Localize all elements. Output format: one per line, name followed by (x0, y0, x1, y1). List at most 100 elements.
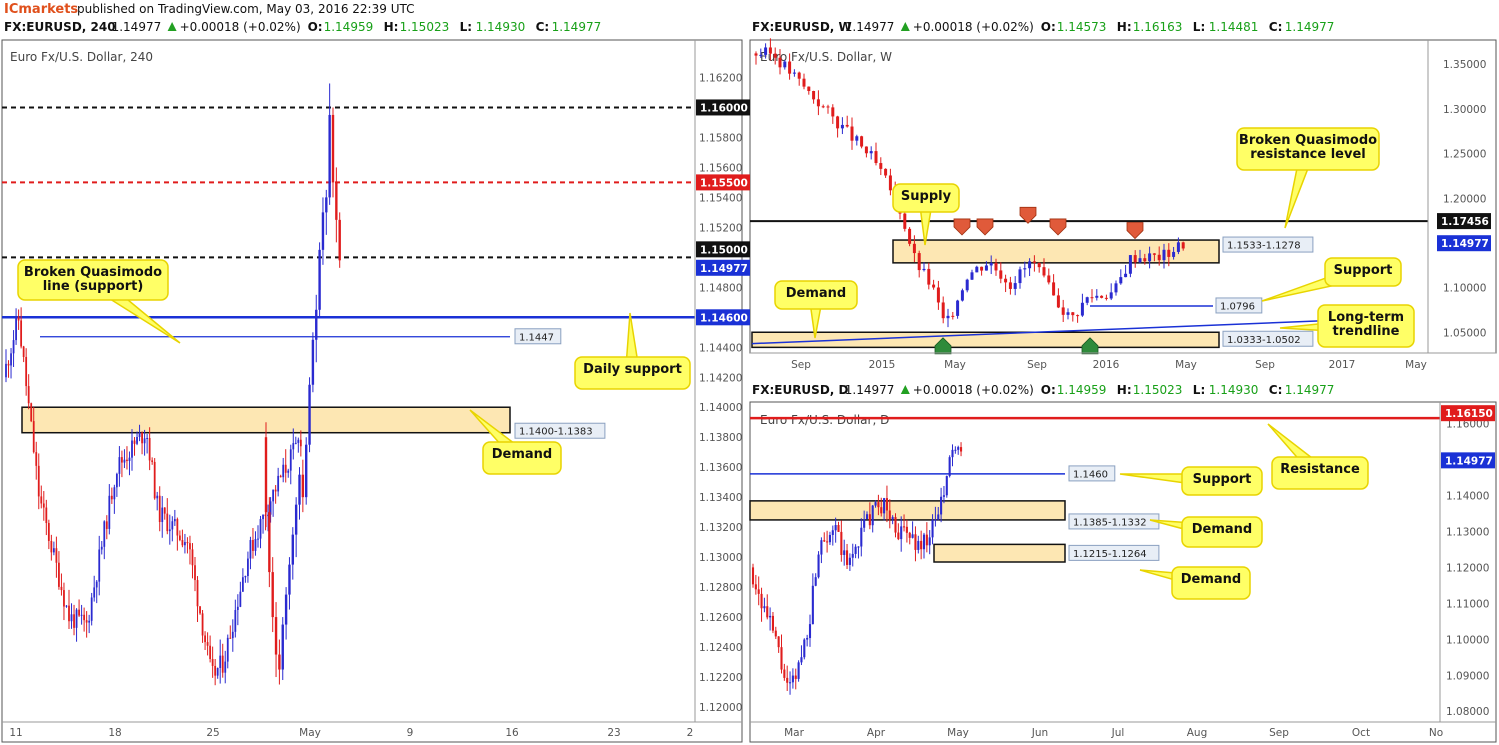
daily-candle-body (951, 449, 954, 458)
h4-ohlc-val: 1.14959 (324, 20, 374, 34)
h4-symbol: FX:EURUSD, 240 (4, 20, 116, 34)
weekly-candle-body (764, 47, 768, 55)
h4-x-tick: 16 (505, 727, 519, 739)
weekly-y-tick: 1.20000 (1443, 193, 1486, 205)
daily-candle-body (880, 507, 883, 514)
weekly-y-tick: 1.30000 (1443, 104, 1486, 116)
daily-y-tick: 1.09000 (1446, 670, 1489, 682)
h4-candle-body (298, 474, 301, 505)
h4-hist-candle-body (63, 590, 65, 607)
h4-hist-candle-body (50, 540, 53, 553)
weekly-candle-body (936, 287, 940, 303)
h4-hist-candle-body (166, 513, 169, 532)
daily-candle-body (828, 534, 831, 543)
h4-y-tick: 1.14000 (699, 402, 742, 414)
h4-x-tick: 11 (9, 727, 22, 739)
h4-hist-candle-body (37, 465, 40, 497)
h4-hist-candle-body (297, 439, 300, 443)
down-arrow-marker-icon (1049, 218, 1067, 236)
h4-y-tick: 1.12800 (699, 582, 742, 594)
h4-ohlc-val: 1.14977 (552, 20, 602, 34)
daily-candle-body (797, 662, 800, 679)
daily-callout-resistance-box (1271, 456, 1369, 490)
daily-candle-body (922, 534, 926, 550)
weekly-candle-body (932, 284, 936, 288)
daily-candle-body (848, 557, 851, 565)
daily-callout-demand-1-box (1181, 516, 1263, 548)
weekly-candle-body (754, 53, 758, 56)
h4-tag-1-16: 1.16000 (700, 102, 748, 114)
daily-candle-body (885, 498, 888, 511)
up-triangle-icon (900, 22, 910, 31)
weekly-x-tick: Sep (1027, 359, 1047, 371)
weekly-candle-body (1032, 261, 1036, 263)
h4-hist-candle-body (171, 521, 174, 530)
weekly-ohlc-val: 1.14481 (1209, 20, 1259, 34)
down-arrow-marker-icon (976, 218, 994, 236)
daily-y-tick: 1.11000 (1446, 598, 1489, 610)
daily-candle-body (837, 525, 840, 532)
h4-hist-candle-body (42, 503, 45, 508)
weekly-candle-body (960, 290, 964, 301)
h4-y-tick: 1.15800 (699, 132, 742, 144)
weekly-candle-body (1148, 253, 1152, 262)
daily-header: FX:EURUSD, D 1.14977 +0.00018 (+0.02%) O: 1… (752, 383, 1334, 397)
weekly-candle-body (821, 106, 825, 108)
h4-hist-candle-body (153, 461, 156, 499)
weekly-support-label-bg (1215, 297, 1263, 314)
h4-y-tick: 1.12000 (699, 702, 742, 714)
h4-hist-candle-body (221, 655, 224, 673)
daily-demand-2-label: 1.1215-1.1264 (1073, 549, 1147, 560)
daily-candle-body (823, 540, 826, 542)
h4-hist-candle-body (17, 316, 20, 321)
h4-hist-candle-body (40, 496, 43, 504)
h4-candle-body (281, 624, 284, 670)
weekly-candle-body (989, 262, 993, 266)
daily-candle-body (751, 567, 755, 585)
h4-candle-body (301, 474, 305, 498)
h4-candle-body (318, 249, 321, 310)
h4-hist-candle-body (158, 495, 161, 523)
h4-ohlc-val: 1.14930 (476, 20, 526, 34)
h4-hist-candle-body (128, 457, 131, 462)
h4-y-tick: 1.15400 (699, 192, 742, 204)
h4-hist-candle-body (269, 501, 272, 515)
h4-hist-candle-body (259, 519, 262, 539)
daily-ohlc-val: 1.14930 (1209, 383, 1259, 397)
daily-candle-body (897, 532, 900, 540)
daily-candle-body (846, 550, 849, 565)
daily-candle-body (877, 502, 880, 508)
h4-y-tick: 1.13800 (699, 432, 742, 444)
h4-hist-candle-body (247, 558, 249, 576)
h4-x-tick: May (299, 727, 321, 739)
weekly-x-tick: Sep (1255, 359, 1275, 371)
h4-hist-candle-body (181, 540, 184, 546)
weekly-candle-body (831, 107, 835, 117)
brand-logo: ICmarkets (4, 2, 78, 17)
weekly-candle-body (1090, 297, 1094, 299)
h4-hist-candle-body (70, 614, 73, 622)
h4-hist-candle-body (123, 459, 126, 463)
weekly-demand-label-bg (1222, 330, 1314, 347)
daily-tag-current: 1.14977 (1445, 455, 1493, 467)
h4-candle-body (271, 572, 274, 618)
h4-tag-1-15: 1.15000 (700, 244, 748, 256)
weekly-candle-body (1080, 302, 1084, 316)
h4-demand-zone (21, 406, 511, 434)
weekly-candle-body (869, 151, 873, 154)
h4-hist-candle-body (161, 507, 164, 523)
h4-hist-candle-body (201, 613, 204, 636)
weekly-candle-body (1109, 292, 1113, 299)
h4-tag-1-15-bg (696, 241, 750, 258)
h4-hist-candle-body (100, 546, 103, 550)
h4-hist-candle-body (196, 580, 199, 607)
weekly-x-tick: Sep (791, 359, 811, 371)
h4-hist-candle-body (83, 614, 86, 621)
h4-hist-candle-body (274, 489, 277, 492)
h4-candle-body (278, 654, 281, 670)
weekly-callout-supply-box (892, 183, 960, 213)
daily-ohlc-key: L: (1193, 383, 1205, 397)
daily-candle-body (891, 517, 894, 520)
daily-x-tick: Oct (1352, 727, 1370, 739)
daily-candle-body (826, 541, 829, 543)
